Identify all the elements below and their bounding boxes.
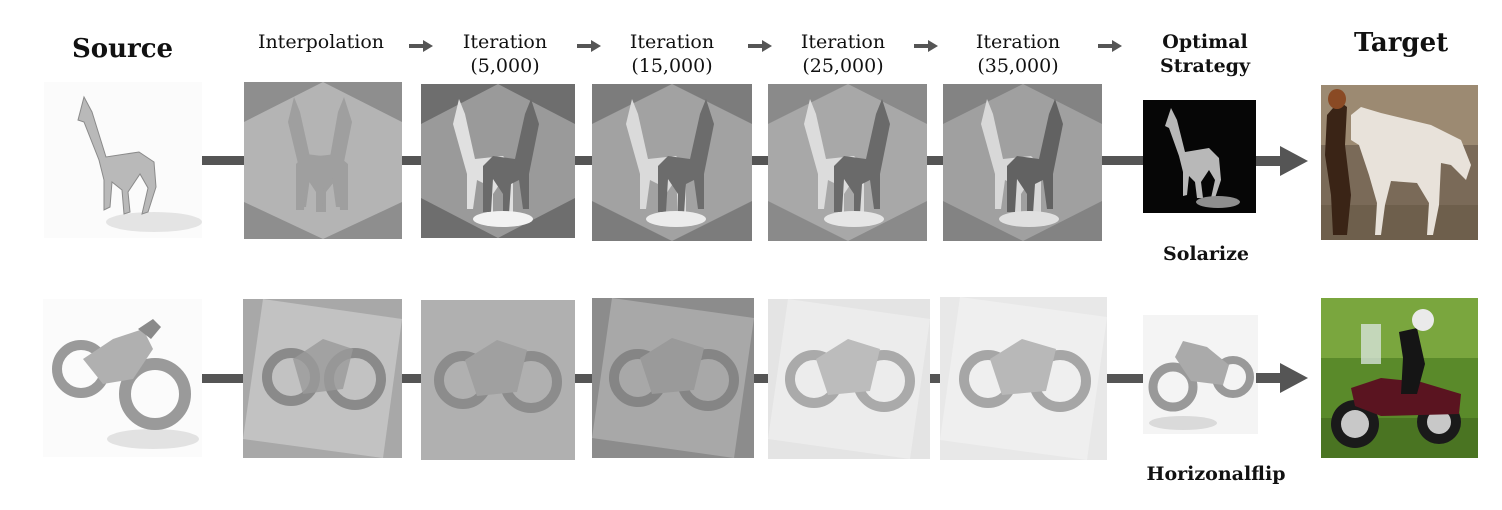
source-header: Source — [72, 34, 174, 64]
iteration-15000-motorcycle-image — [592, 298, 754, 458]
strategy-label-row1: Solarize — [1162, 243, 1250, 265]
iteration-25000-motorcycle-image — [768, 299, 930, 459]
iteration-35000-motorcycle-image — [940, 297, 1107, 460]
arrow-right-icon — [748, 40, 772, 52]
iteration-count: (5,000) — [470, 55, 540, 77]
optimal-motorcycle-image — [1143, 315, 1258, 434]
target-horse-image — [1321, 85, 1478, 240]
source-horse-image — [44, 82, 202, 238]
iteration-label: Iteration — [629, 31, 715, 53]
iteration-label: Iteration — [975, 31, 1061, 53]
iteration-25000-header: Iteration (25,000) — [778, 30, 908, 78]
target-motorcycle-image — [1321, 298, 1478, 458]
strategy-label: Strategy — [1159, 55, 1250, 77]
iteration-15000-header: Iteration (15,000) — [607, 30, 737, 78]
source-motorcycle-image — [43, 299, 202, 457]
iteration-5000-header: Iteration (5,000) — [440, 30, 570, 78]
iteration-label: Iteration — [462, 31, 548, 53]
optimal-horse-image — [1143, 100, 1256, 213]
arrow-right-icon — [577, 40, 601, 52]
arrow-right-icon — [914, 40, 938, 52]
iteration-35000-horse-image — [943, 84, 1102, 241]
iteration-25000-horse-image — [768, 84, 927, 241]
arrow-right-icon — [409, 40, 433, 52]
iteration-5000-horse-image — [421, 84, 575, 238]
arrow-right-icon — [1098, 40, 1122, 52]
interpolation-horse-image — [244, 82, 402, 239]
arrow-right-icon — [1256, 363, 1308, 393]
target-header: Target — [1354, 28, 1449, 58]
iteration-count: (35,000) — [977, 55, 1059, 77]
iteration-15000-horse-image — [592, 84, 752, 241]
iteration-count: (15,000) — [631, 55, 713, 77]
iteration-label: Iteration — [800, 31, 886, 53]
interpolation-header: Interpolation — [257, 31, 385, 53]
interpolation-motorcycle-image — [243, 299, 402, 458]
iteration-35000-header: Iteration (35,000) — [953, 30, 1083, 78]
optimal-label: Optimal — [1162, 31, 1248, 53]
arrow-right-icon — [1256, 146, 1308, 176]
iteration-count: (25,000) — [802, 55, 884, 77]
iteration-5000-motorcycle-image — [421, 300, 575, 460]
optimal-strategy-header: Optimal Strategy — [1140, 30, 1270, 78]
strategy-label-row2: Horizonalflip — [1146, 463, 1286, 485]
